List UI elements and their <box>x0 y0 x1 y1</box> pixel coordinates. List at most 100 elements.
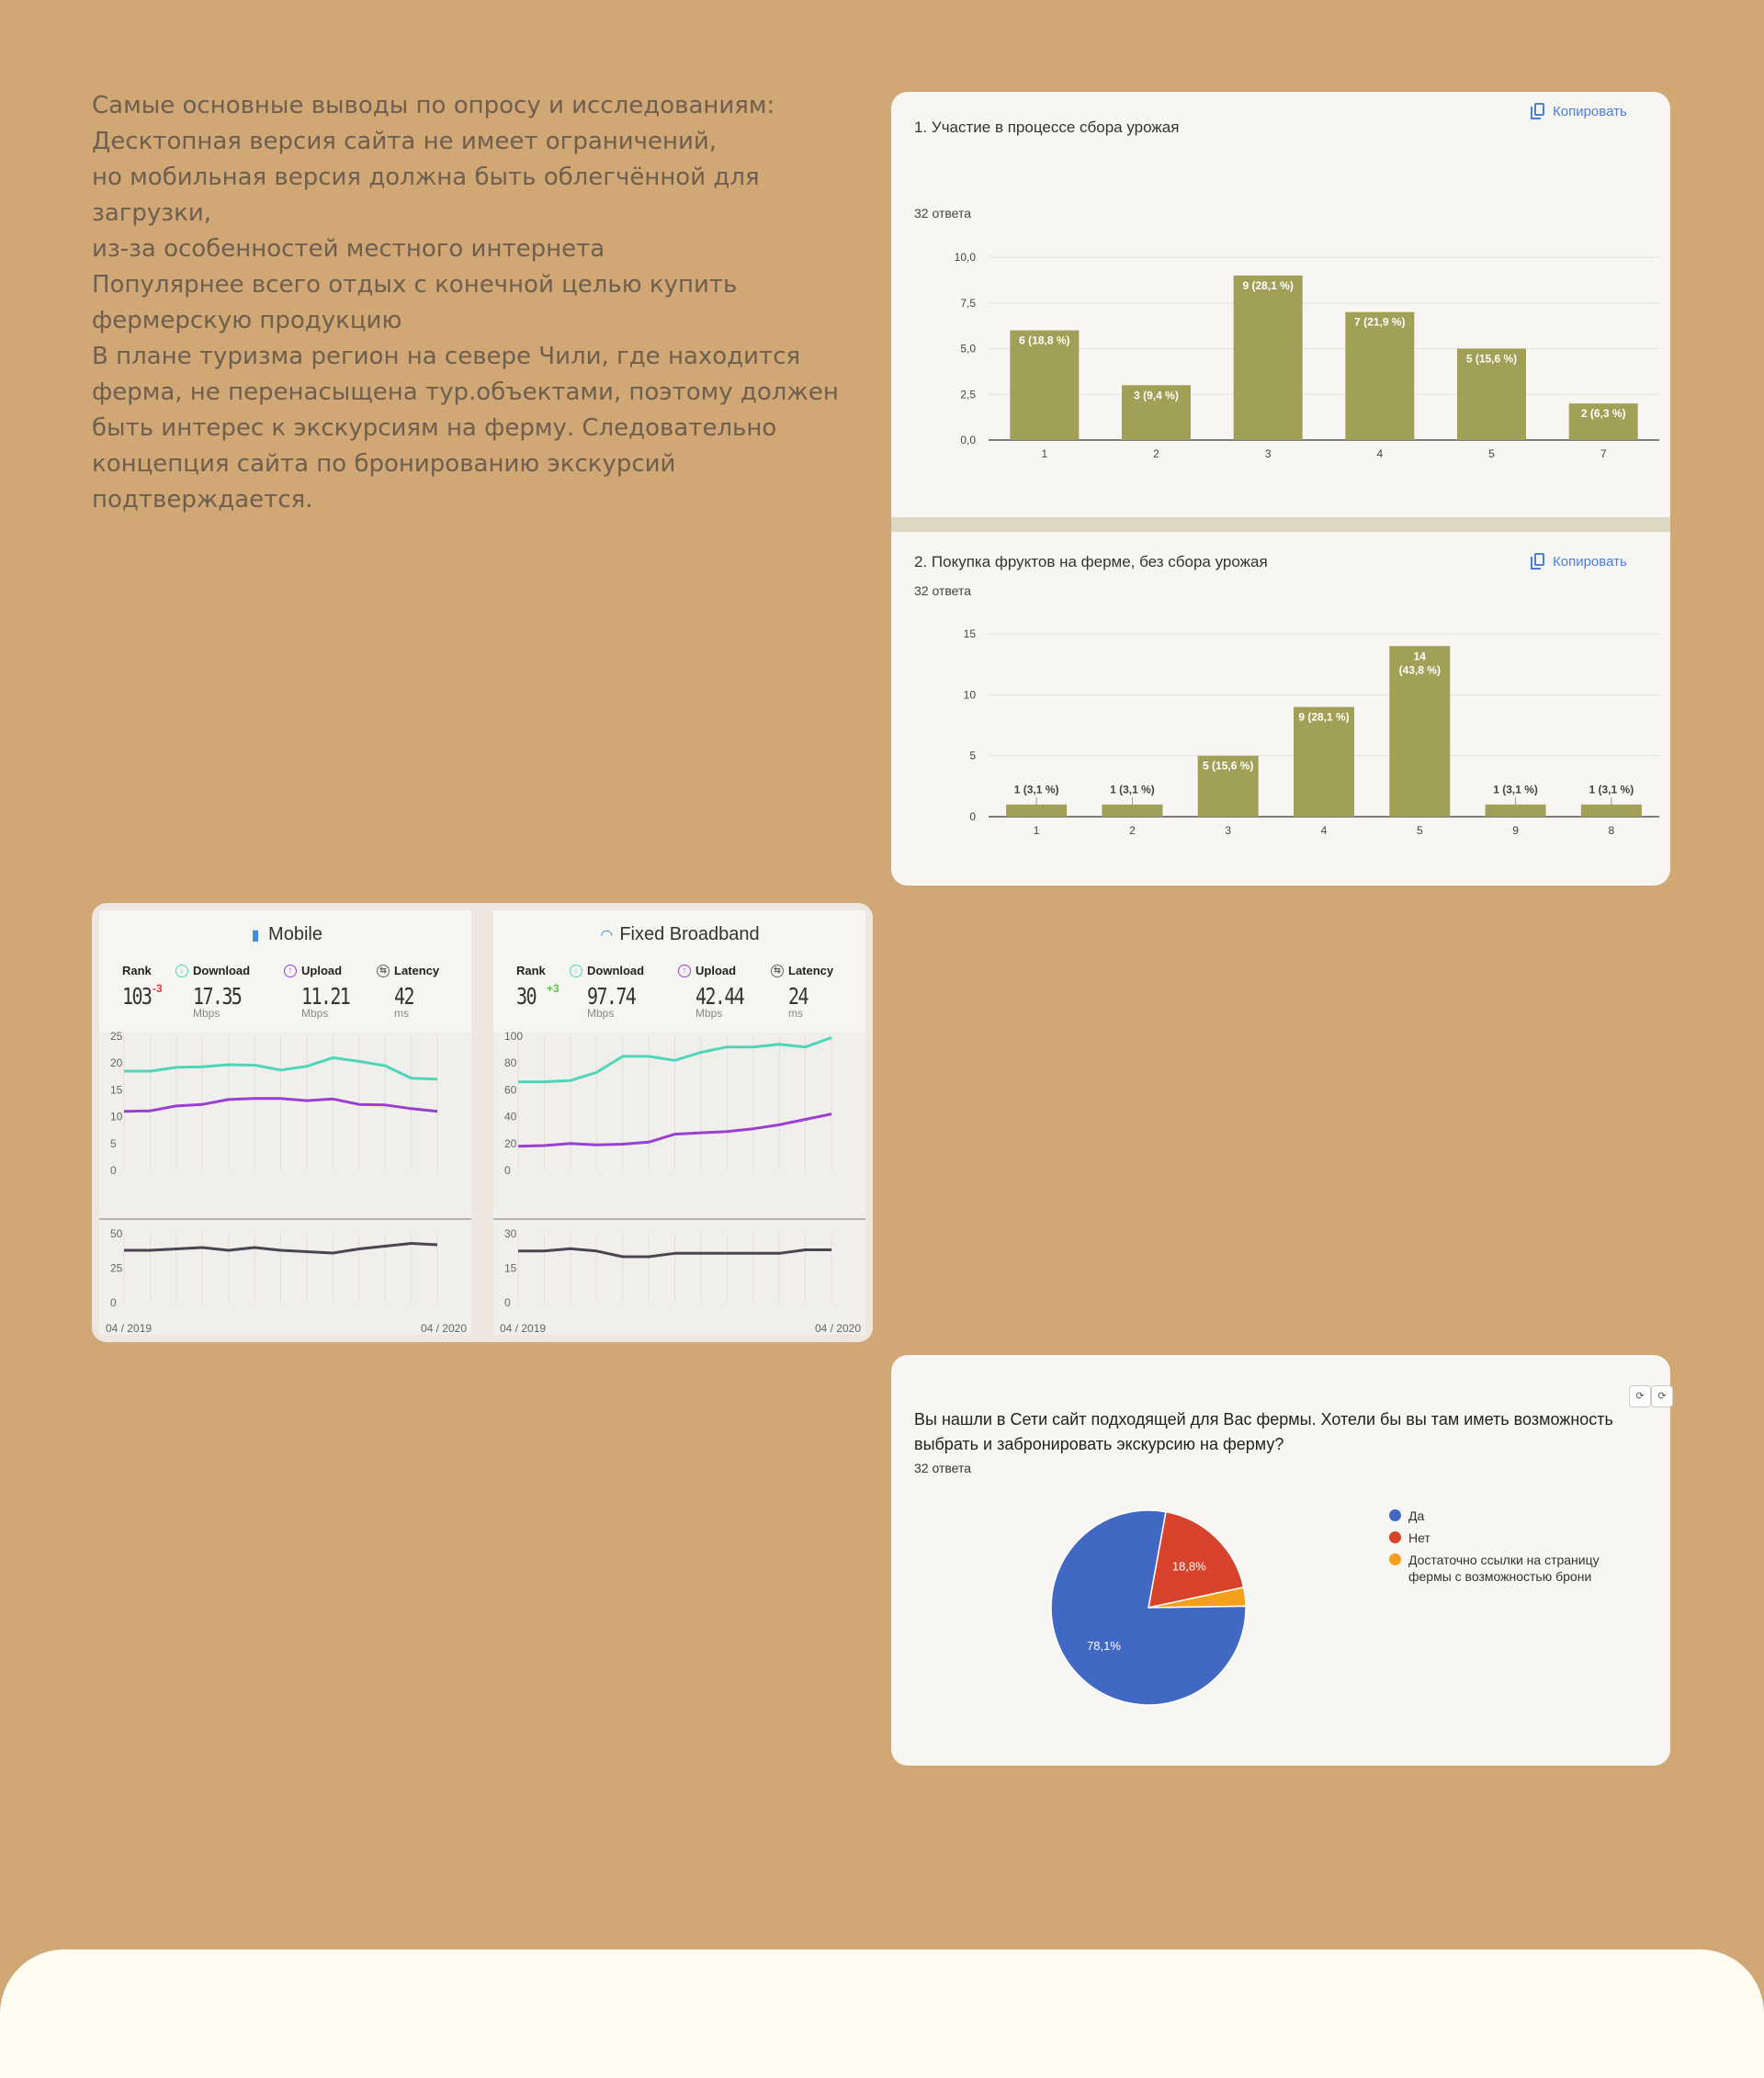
data-label: 1 (3,1 %) <box>1110 784 1155 796</box>
latency-label: Latency <box>394 964 440 977</box>
data-label: 14 <box>1414 649 1427 662</box>
download-icon: ↓ <box>175 964 188 977</box>
y-tick-label: 0 <box>504 1164 511 1177</box>
copy-icon <box>1531 553 1545 570</box>
intro-line: из-за особенностей местного интернета <box>92 235 605 263</box>
x-tick-label: 2 <box>1129 824 1136 837</box>
pie-question: Вы нашли в Сети сайт подходящей для Вас … <box>914 1410 1613 1453</box>
x-tick-label: 4 <box>1376 447 1383 460</box>
mobile-download-value: 17.35 <box>193 983 243 1010</box>
upload-icon: ↑ <box>284 964 297 977</box>
pie-slice-label: 78,1% <box>1087 1639 1121 1653</box>
mobile-download: ↓ Download 17.35 Mbps <box>175 964 253 1020</box>
bar <box>1345 311 1415 440</box>
data-label: 3 (9,4 %) <box>1134 389 1179 401</box>
bottom-sheet <box>0 1949 1764 2078</box>
mobile-upload-value: 11.21 <box>301 983 351 1010</box>
broadband-panel: ◠ Fixed Broadband Rank 30 +3 ↓ Download 97… <box>493 910 865 1335</box>
bar <box>1122 385 1191 440</box>
bar <box>1580 804 1642 817</box>
pie-slice-label: 18,8% <box>1172 1559 1206 1573</box>
bar <box>1233 275 1303 440</box>
broadband-header: ◠ Fixed Broadband Rank 30 +3 ↓ Download 97… <box>493 910 865 1033</box>
y-tick-label: 80 <box>504 1056 517 1069</box>
y-tick-label: 10,0 <box>955 251 977 264</box>
data-label: 1 (3,1 %) <box>1589 784 1634 796</box>
signal-bars-icon: ▮ <box>251 928 260 943</box>
legend-item: Да <box>1389 1508 1620 1524</box>
broadband-latency-value: 24 <box>788 983 808 1010</box>
broadband-title: ◠ Fixed Broadband <box>493 924 865 945</box>
data-label: 9 (28,1 %) <box>1242 279 1293 292</box>
y-tick-label: 100 <box>504 1030 523 1043</box>
unit-label: ms <box>788 1007 803 1020</box>
intro-line: Самые основные выводы по опросу и исслед… <box>92 92 775 119</box>
question-1-title: 1. Участие в процессе сбора урожая <box>914 119 1180 136</box>
intro-line: Десктопная версия сайта не имеет огранич… <box>92 128 718 155</box>
latency-icon: ⇆ <box>377 964 390 977</box>
mobile-rank: Rank 103 -3 <box>122 964 163 1010</box>
mobile-date-end: 04 / 2020 <box>420 1322 467 1335</box>
survey-bar-card: 0,0 2,5 5,0 7,5 10,0 1 6 (18,8 %) 2 3 (9,4 %) 3 9 … <box>891 92 1670 886</box>
y-tick-label: 0 <box>110 1296 117 1309</box>
pie-chart: 18,8% 78,1% <box>1050 1509 1247 1706</box>
pie-legend: Да Нет Достаточно ссылки на страницу фер… <box>1389 1508 1620 1590</box>
download-icon: ↓ <box>570 964 582 977</box>
series-line-upload <box>123 1097 438 1113</box>
refresh-icon[interactable]: ⟳ <box>1629 1385 1651 1407</box>
mobile-line-chart: 0 5 10 15 20 25 0 25 50 <box>110 1030 438 1309</box>
intro-line: ферма, не перенасыщена тур.объектами, по… <box>92 378 839 406</box>
bar <box>1010 330 1080 440</box>
mobile-latency: ⇆ Latency 42 ms <box>377 964 439 1020</box>
bar <box>1294 706 1354 817</box>
mobile-panel: ▮ Mobile Rank 103 -3 ↓ Download 17.35 Mbps… <box>99 910 471 1335</box>
copy-button[interactable]: Копировать <box>1531 553 1627 570</box>
series-line-download <box>518 1036 832 1084</box>
legend-swatch <box>1389 1553 1401 1565</box>
legend-label: Нет <box>1408 1530 1430 1545</box>
y-tick-label: 15 <box>110 1083 123 1096</box>
question-2-count: 32 ответа <box>914 583 971 598</box>
series-line-download <box>124 1056 438 1081</box>
pie-response-count: 32 ответа <box>914 1461 971 1475</box>
broadband-rank: Rank 30 +3 <box>516 964 560 1010</box>
y-tick-label: 0,0 <box>960 434 976 446</box>
upload-label: Upload <box>695 964 737 977</box>
broadband-line-chart: 0 20 40 60 80 100 0 15 30 <box>504 1030 832 1309</box>
x-tick-label: 2 <box>1153 447 1159 460</box>
upload-icon: ↑ <box>678 964 691 977</box>
y-tick-label: 20 <box>504 1137 517 1150</box>
y-tick-label: 20 <box>110 1056 123 1069</box>
question-2-title: 2. Покупка фруктов на ферме, без сбора у… <box>914 553 1268 570</box>
bar <box>1102 804 1163 817</box>
broadband-download-value: 97.74 <box>587 983 637 1010</box>
y-tick-label: 0 <box>110 1164 117 1177</box>
y-tick-label: 7,5 <box>960 297 976 310</box>
bar <box>1006 804 1068 817</box>
survey-bar-charts: 0,0 2,5 5,0 7,5 10,0 1 6 (18,8 %) 2 3 (9,4 %) 3 9 … <box>955 251 1659 837</box>
legend-item: Нет <box>1389 1530 1620 1546</box>
data-label: (43,8 %) <box>1399 663 1441 676</box>
data-label: 2 (6,3 %) <box>1581 407 1626 420</box>
x-tick-label: 3 <box>1225 824 1231 837</box>
intro-line: но мобильная версия должна быть облегчён… <box>92 164 760 227</box>
chart-divider <box>493 1218 865 1220</box>
legend-swatch <box>1389 1509 1401 1521</box>
copy-button[interactable]: Копировать <box>1531 103 1627 119</box>
intro-line: Популярнее всего отдых с конечной целью … <box>92 271 738 299</box>
chart-divider <box>99 1218 471 1220</box>
intro-line: концепция сайта по бронированию экскурси… <box>92 450 676 478</box>
y-tick-label: 10 <box>110 1111 123 1124</box>
wifi-icon: ◠ <box>600 928 614 943</box>
pie-slice <box>1050 1509 1247 1706</box>
refresh-icon[interactable]: ⟳ <box>1651 1385 1673 1407</box>
data-label: 7 (21,9 %) <box>1354 316 1405 329</box>
copy-button-label: Копировать <box>1553 553 1627 570</box>
download-label: Download <box>193 964 251 977</box>
broadband-rank-value: 30 <box>516 983 537 1010</box>
copy-button-label: Копировать <box>1553 103 1627 119</box>
latency-label: Latency <box>788 964 834 977</box>
x-tick-label: 3 <box>1265 447 1272 460</box>
data-label: 9 (28,1 %) <box>1298 711 1349 724</box>
copy-icon <box>1531 103 1545 119</box>
